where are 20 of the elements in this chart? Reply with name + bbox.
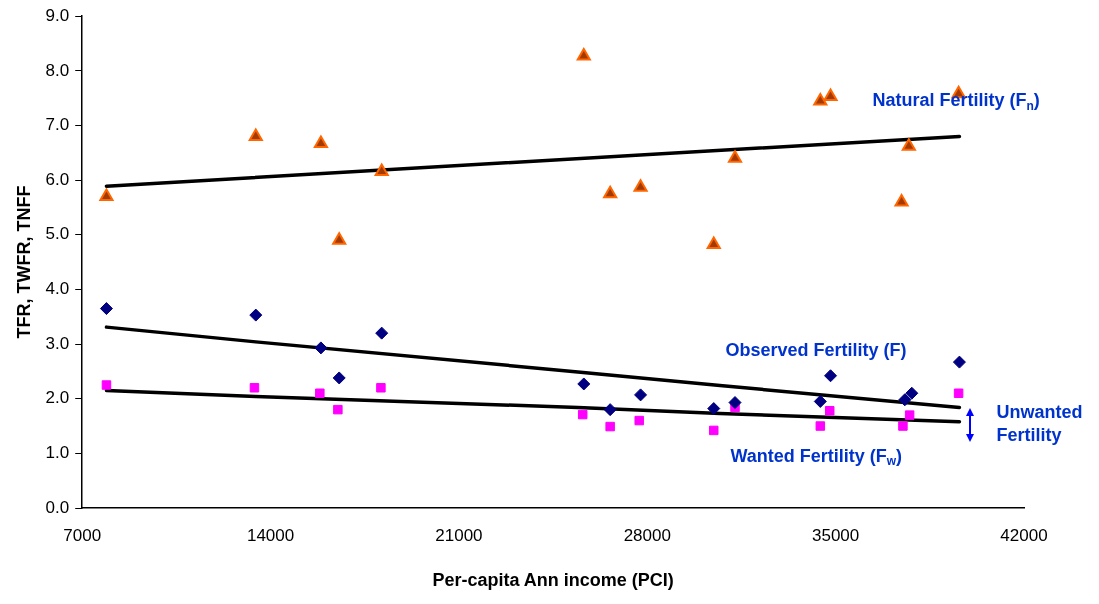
y-tick-label: 4.0: [45, 279, 70, 299]
annotation: Unwanted Fertility: [996, 402, 1083, 446]
x-axis-title: Per-capita Ann income (PCI): [432, 570, 674, 591]
x-tick-label: 35000: [812, 525, 860, 545]
y-tick-label: 5.0: [45, 224, 70, 244]
y-axis-title: TFR, TWFR, TNFF: [13, 185, 34, 339]
x-tick-label: 14000: [246, 525, 295, 545]
x-tick-label: 21000: [435, 525, 483, 545]
y-tick-label: 2.0: [45, 388, 70, 408]
y-tick-label: 6.0: [45, 169, 70, 189]
x-tick-label: 7000: [63, 525, 102, 545]
x-tick-label: 42000: [1000, 525, 1048, 545]
y-tick-label: 1.0: [45, 443, 70, 463]
x-tick-label: 28000: [623, 525, 671, 545]
y-tick-label: 0.0: [45, 497, 70, 517]
y-tick-label: 7.0: [45, 115, 70, 135]
y-tick-label: 8.0: [45, 60, 70, 80]
series-label: Observed Fertility (F): [725, 340, 907, 361]
y-tick-label: 3.0: [45, 333, 70, 353]
y-tick-label: 9.0: [45, 5, 70, 25]
